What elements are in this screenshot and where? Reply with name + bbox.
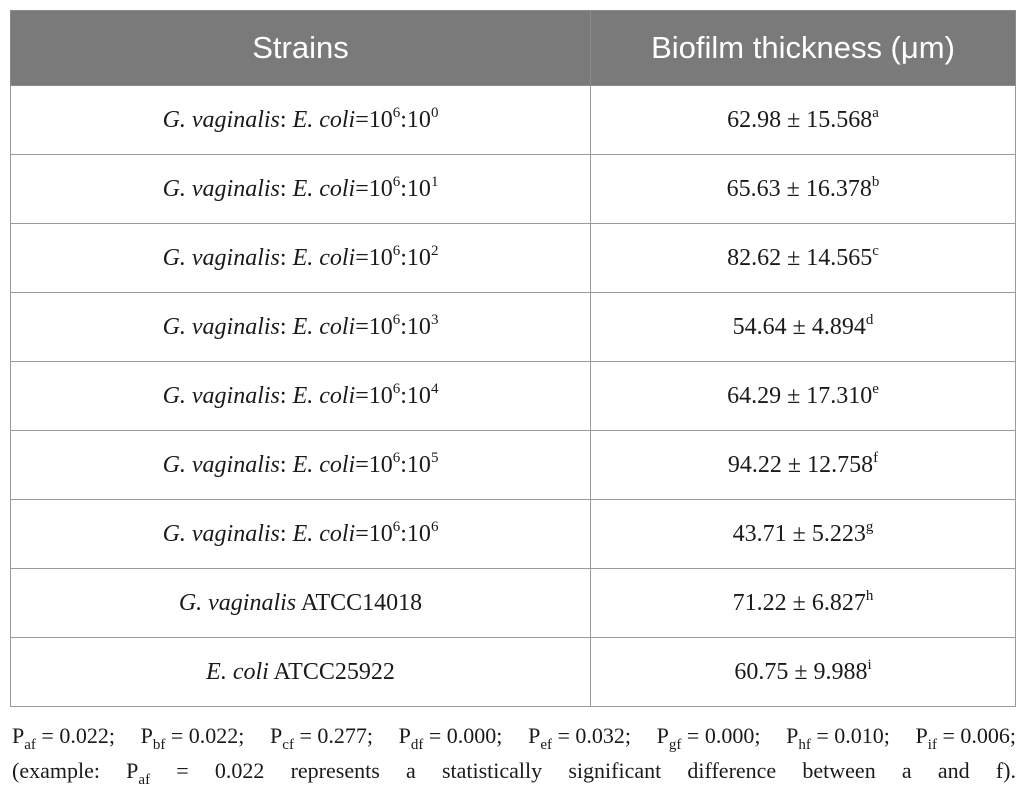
thickness-cell: 94.22 ± 12.758f bbox=[590, 430, 1016, 500]
significance-letter: b bbox=[871, 173, 880, 190]
thickness-cell: 43.71 ± 5.223g bbox=[590, 499, 1016, 569]
significance-letter: a bbox=[872, 104, 879, 121]
thickness-cell: 54.64 ± 4.894d bbox=[590, 292, 1016, 362]
header-biofilm-thickness: Biofilm thickness (μm) bbox=[590, 10, 1016, 86]
strain-cell: G. vaginalis: E. coli=106:104 bbox=[10, 361, 591, 431]
table-footnote: Paf = 0.022; Pbf = 0.022; Pcf = 0.277; P… bbox=[12, 718, 1016, 788]
table-row: G. vaginalis: E. coli=106:100 62.98 ± 15… bbox=[10, 85, 1016, 155]
header-strains: Strains bbox=[10, 10, 591, 86]
biofilm-table: Strains Biofilm thickness (μm) G. vagina… bbox=[10, 10, 1016, 707]
p-value: Paf = 0.022; bbox=[12, 723, 115, 753]
p-value: Phf = 0.010; bbox=[786, 723, 890, 753]
table-row: G. vaginalis: E. coli=106:103 54.64 ± 4.… bbox=[10, 292, 1016, 362]
strain-cell: G. vaginalis: E. coli=106:101 bbox=[10, 154, 591, 224]
significance-letter: e bbox=[872, 380, 879, 397]
p-value: Pcf = 0.277; bbox=[270, 723, 373, 753]
table-row: G. vaginalis: E. coli=106:101 65.63 ± 16… bbox=[10, 154, 1016, 224]
strain-cell: G. vaginalis: E. coli=106:106 bbox=[10, 499, 591, 569]
strain-cell: G. vaginalis: E. coli=106:100 bbox=[10, 85, 591, 155]
significance-letter: d bbox=[865, 311, 874, 328]
table-header-row: Strains Biofilm thickness (μm) bbox=[10, 10, 1016, 86]
table-row: G. vaginalis: E. coli=106:106 43.71 ± 5.… bbox=[10, 499, 1016, 569]
significance-letter: c bbox=[872, 242, 879, 259]
p-value: Pdf = 0.000; bbox=[398, 723, 503, 753]
strain-cell: G. vaginalis: E. coli=106:102 bbox=[10, 223, 591, 293]
table-row: G. vaginalis ATCC14018 71.22 ± 6.827h bbox=[10, 568, 1016, 638]
p-value: Pgf = 0.000; bbox=[656, 723, 761, 753]
thickness-cell: 65.63 ± 16.378b bbox=[590, 154, 1016, 224]
thickness-cell: 82.62 ± 14.565c bbox=[590, 223, 1016, 293]
significance-letter: f bbox=[873, 449, 879, 466]
strain-cell: G. vaginalis: E. coli=106:103 bbox=[10, 292, 591, 362]
thickness-cell: 60.75 ± 9.988i bbox=[590, 637, 1016, 707]
table-row: G. vaginalis: E. coli=106:105 94.22 ± 12… bbox=[10, 430, 1016, 500]
thickness-cell: 62.98 ± 15.568a bbox=[590, 85, 1016, 155]
significance-letter: g bbox=[865, 518, 874, 535]
p-value: Pef = 0.032; bbox=[528, 723, 631, 753]
p-value: Pif = 0.006; bbox=[915, 723, 1016, 753]
thickness-cell: 71.22 ± 6.827h bbox=[590, 568, 1016, 638]
p-values-line: Paf = 0.022; Pbf = 0.022; Pcf = 0.277; P… bbox=[12, 718, 1016, 753]
strain-cell: G. vaginalis ATCC14018 bbox=[10, 568, 591, 638]
significance-letter: h bbox=[865, 587, 874, 604]
table-row: E. coli ATCC25922 60.75 ± 9.988i bbox=[10, 637, 1016, 707]
table-row: G. vaginalis: E. coli=106:102 82.62 ± 14… bbox=[10, 223, 1016, 293]
significance-letter: i bbox=[867, 656, 872, 673]
thickness-cell: 64.29 ± 17.310e bbox=[590, 361, 1016, 431]
strain-cell: E. coli ATCC25922 bbox=[10, 637, 591, 707]
strain-cell: G. vaginalis: E. coli=106:105 bbox=[10, 430, 591, 500]
table-row: G. vaginalis: E. coli=106:104 64.29 ± 17… bbox=[10, 361, 1016, 431]
p-value: Pbf = 0.022; bbox=[140, 723, 245, 753]
example-line: (example: Paf = 0.022 represents a stati… bbox=[12, 758, 1016, 788]
